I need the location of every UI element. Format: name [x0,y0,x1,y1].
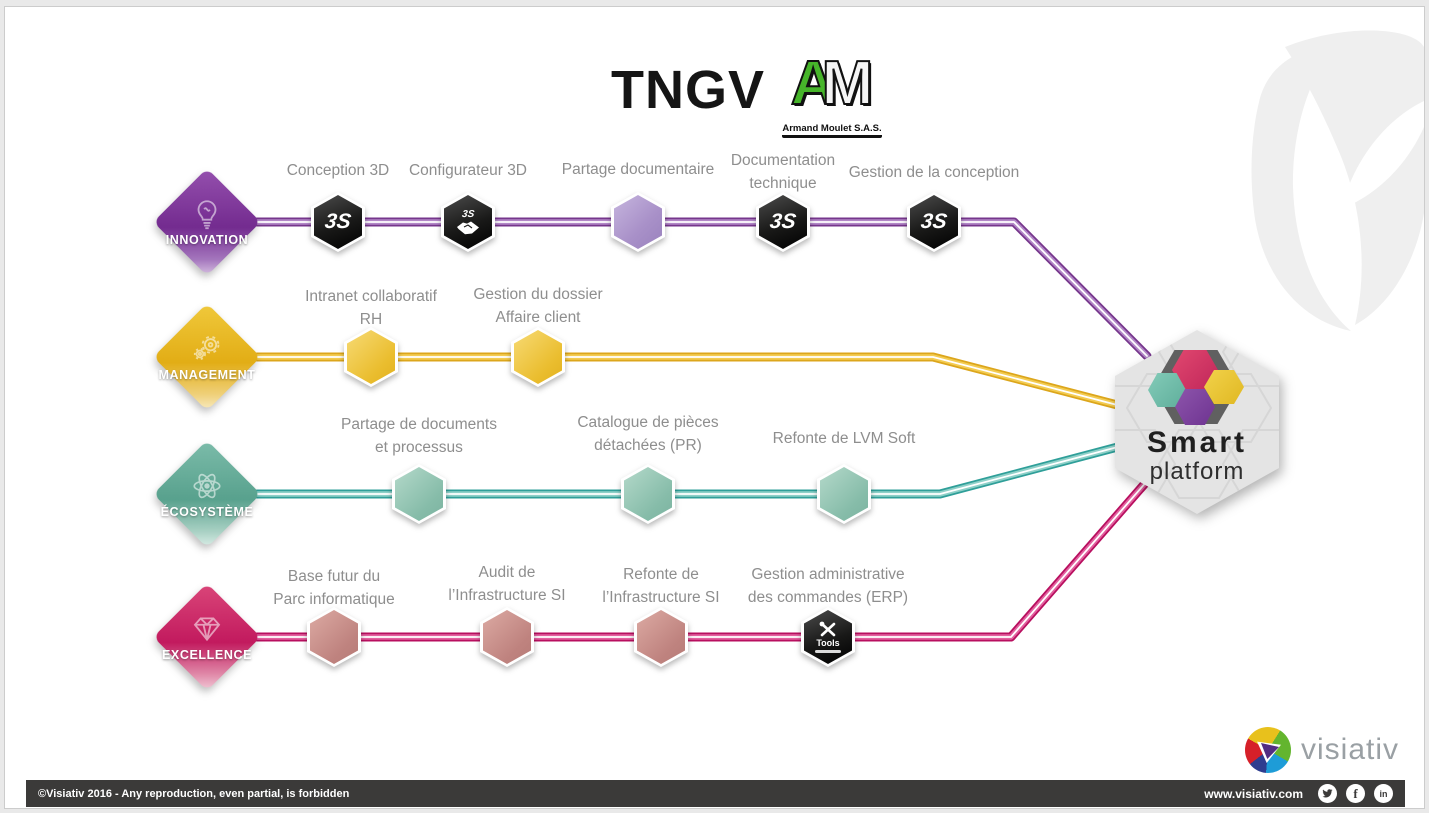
dassault-3s-icon: 3S [461,208,475,220]
website-link[interactable]: www.visiativ.com [1204,786,1303,801]
visiativ-logo-icon [1245,727,1291,773]
milestone-label: Partage documentaire [561,161,715,178]
milestone-hex-refonte-lvm [817,464,871,524]
visiativ-brand-name: visiativ [1301,733,1400,766]
milestone-label: Documentation technique [730,152,836,192]
tools-logo-label: Tools [816,638,840,648]
milestone-label: Intranet collaboratif RH [305,288,437,328]
milestone-hex-catalogue-pieces [621,464,675,524]
milestone-hex-intranet-rh [344,327,398,387]
linkedin-icon[interactable]: in [1374,784,1393,803]
handshake-icon [457,221,479,234]
milestone-hex-refonte-si [634,607,688,667]
milestone-hex-dossier-affaire [511,327,565,387]
platform-title: Smart [1146,426,1248,459]
facebook-icon[interactable]: f [1346,784,1365,803]
slide-canvas: TNGV A M Armand Moulet S.A.S. [4,6,1425,809]
milestone-hex-documentation-technique: 3S [756,192,810,252]
track-label-management: MANAGEMENT [152,332,262,382]
smart-platform-body: Smart platform [1115,330,1279,514]
milestone-hex-gestion-erp: Tools [801,607,855,667]
milestone-label: Configurateur 3D [408,162,528,179]
atom-icon [193,473,221,499]
milestone-label: Gestion administrative des commandes (ERP… [747,566,909,606]
milestone-hex-conception-3d: 3S [311,192,365,252]
milestone-label: Base futur du Parc informatique [273,568,395,608]
milestone-hex-audit-si [480,607,534,667]
client-logo-letters: A M [773,49,891,118]
footer-bar: ©Visiativ 2016 - Any reproduction, even … [26,780,1405,807]
twitter-icon[interactable] [1318,784,1337,803]
visiativ-brand: visiativ [1245,727,1399,773]
client-logo-letter-a: A [790,49,837,118]
dassault-3s-icon: 3S [768,210,798,233]
milestone-label: Gestion de la conception [848,164,1020,181]
milestone-label: Gestion du dossier Affaire client [473,286,603,326]
smart-platform-hexagon: Smart platform [1115,330,1279,514]
track-label-excellence: EXCELLENCE [152,612,262,662]
client-logo-caption: Armand Moulet S.A.S. [782,123,882,138]
dassault-3s-icon: 3S [323,210,353,233]
milestone-label: Catalogue de pièces détachées (PR) [577,414,719,454]
milestone-hex-configurateur-3d: 3S [441,192,495,252]
client-logo-letter-m: M [821,49,875,118]
lightbulb-icon [197,200,217,230]
gem-icon [193,617,221,642]
copyright-text: ©Visiativ 2016 - Any reproduction, even … [38,787,350,800]
milestone-hex-gestion-conception: 3S [907,192,961,252]
tools-icon [819,621,836,637]
track-label-ecosysteme: ÉCOSYSTÈME [152,469,262,519]
milestone-label: Audit de l’Infrastructure SI [448,564,566,604]
client-logo: A M Armand Moulet S.A.S. [773,49,891,141]
platform-subtitle: platform [1149,458,1245,485]
milestone-label: Partage de documents et processus [341,416,497,456]
page-title: TNGV [610,60,765,120]
milestone-label: Refonte de LVM Soft [772,430,916,447]
tools-logo-tagline [815,650,841,653]
milestone-hex-base-parc [307,607,361,667]
track-label-innovation: INNOVATION [152,197,262,247]
milestone-hex-partage-processus [392,464,446,524]
milestone-label: Conception 3D [286,162,390,179]
milestone-hex-partage-documentaire [611,192,665,252]
footer-right: www.visiativ.com f in [1204,784,1393,803]
dassault-3s-icon: 3S [919,210,949,233]
gears-icon [193,335,220,360]
milestone-label: Refonte de l’Infrastructure SI [602,566,720,606]
